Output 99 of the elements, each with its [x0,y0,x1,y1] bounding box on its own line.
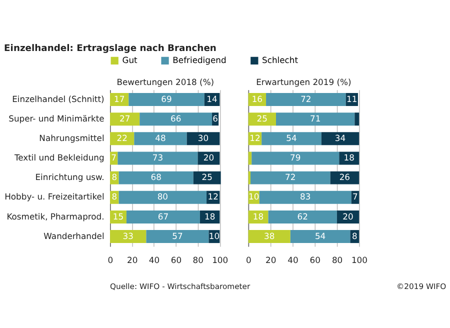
data-label: 66 [170,113,182,124]
y-tick-label: Kosmetik, Pharmaprod. [6,211,104,222]
data-label: 27 [119,113,130,124]
data-label: 83 [300,192,311,202]
data-label: 26 [339,172,350,182]
bar [250,171,330,184]
bar [252,152,340,165]
bar [259,190,352,204]
data-label: 79 [290,152,301,163]
data-label: 68 [150,172,162,182]
data-label: 38 [264,230,275,241]
data-label: 54 [286,132,297,143]
data-label: 69 [161,94,172,104]
data-label: 73 [152,152,164,163]
bar [248,171,251,184]
data-label: 8 [352,230,358,241]
bar [268,210,337,224]
data-label: 18 [252,211,264,222]
data-label: 18 [344,152,354,163]
x-tick-label: 0 [108,254,114,265]
data-label: 33 [122,230,134,241]
data-label: 12 [208,192,218,202]
data-label: 72 [285,172,296,182]
data-label: 14 [206,94,218,104]
data-label: 8 [112,192,118,202]
data-label: 62 [297,211,308,222]
bar [118,190,207,204]
data-label: 7 [111,152,117,163]
y-tick-label: Super- und Minimärkte [8,113,104,124]
legend-label: Befriedigend [172,54,226,65]
x-tick-label: 80 [332,254,343,265]
bar [321,132,360,146]
legend-label: Gut [122,54,138,65]
y-tick-label: Hobby- u. Freizeitartikel [4,192,104,202]
y-tick-label: Einzelhandel (Schnitt) [12,94,104,104]
x-tick-label: 60 [310,254,320,265]
bar [118,152,198,165]
bar [262,132,322,146]
bar [193,171,221,184]
data-label: 20 [203,152,214,163]
x-tick-label: 100 [351,254,368,265]
data-label: 57 [172,230,183,241]
data-label: 7 [352,192,358,202]
chart-title: Einzelhandel: Ertragslage nach Branchen [4,42,216,54]
x-tick-label: 40 [148,254,160,265]
data-label: 30 [198,132,209,143]
bar [146,230,209,244]
bar [128,93,204,106]
data-label: 10 [248,192,260,202]
data-label: 12 [250,132,260,143]
data-label: 25 [256,113,268,124]
bar [126,210,200,224]
text: ©2019 WIFO [396,282,446,292]
x-tick-label: 40 [288,254,298,265]
y-tick-label: Wanderhandel [44,230,104,241]
bar [110,112,140,126]
bar [248,230,290,244]
data-label: 20 [342,211,354,222]
x-tick-label: 80 [192,254,204,265]
bar [186,132,220,146]
bar [248,112,276,126]
chart-subtitle: Erwartungen 2019 (%) [256,77,352,88]
bar [110,230,146,244]
data-label: 34 [334,132,346,143]
y-tick-label: Nahrungsmittel [39,132,104,143]
data-label: 54 [314,230,326,241]
x-tick-label: 60 [170,254,182,265]
x-tick-label: 0 [246,254,252,265]
data-label: 10 [208,230,220,241]
data-label: 8 [112,172,118,182]
bar [354,112,360,126]
bar [134,132,187,146]
data-label: 11 [346,94,358,104]
data-label: 16 [252,94,263,104]
bar [118,171,194,184]
data-label: 17 [114,94,125,104]
data-label: 80 [157,192,168,202]
bar [248,152,252,165]
data-label: 6 [212,113,218,124]
source-note: Quelle: WIFO - Wirtschaftsbarometer [110,282,251,292]
bar [276,112,355,126]
bar [266,93,346,106]
legend-label: Schlecht [262,54,299,65]
data-label: 15 [112,211,124,222]
y-tick-label: Textil und Bekleidung [13,152,104,163]
data-label: 18 [204,211,216,222]
data-label: 25 [202,172,212,182]
data-label: 67 [158,211,169,222]
data-label: 72 [300,94,312,104]
x-tick-label: 100 [212,254,228,265]
chart-subtitle: Bewertungen 2018 (%) [116,77,214,88]
data-label: 71 [310,113,321,124]
x-tick-label: 20 [126,254,138,265]
bar [140,112,212,126]
data-label: 48 [155,132,166,143]
data-label: 22 [116,132,128,143]
x-tick-label: 20 [265,254,276,265]
bar [290,230,350,244]
y-tick-label: Einrichtung usw. [35,172,104,182]
